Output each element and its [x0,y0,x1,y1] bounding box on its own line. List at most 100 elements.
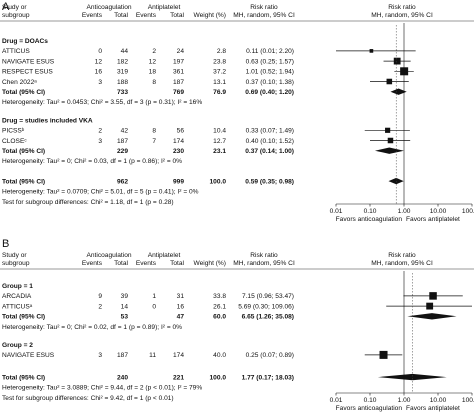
header-plot-method: MH, random, 95% CI [371,12,433,19]
header-plot-method: MH, random, 95% CI [371,260,433,267]
study-events-2: 2 [152,48,156,55]
study-weight: 40.0 [213,352,226,359]
total-ci-text: 0.59 (0.35; 0.98) [245,178,294,185]
study-events-1: 2 [98,128,102,135]
total-n-2: 221 [173,374,184,381]
study-events-1: 0 [98,48,102,55]
study-total-2: 187 [173,79,184,86]
total-n-2: 769 [173,89,184,96]
subgroup-test: Test for subgroup differences: Chi² = 1.… [2,199,174,206]
x-tick-label: 10.00 [430,208,447,215]
study-total-1: 187 [117,352,128,359]
header-total-1: Total [114,12,128,19]
study-total-2: 56 [177,128,185,135]
study-total-1: 42 [121,128,129,135]
total-label: Total (95% CI) [2,89,45,96]
favors-right-label: Favors antiplatelet [406,216,460,223]
study-ci-text: 7.15 (0.96; 53.47) [242,293,294,300]
study-point-square [379,350,388,359]
header-events-1: Events [82,260,103,267]
total-weight: 100.0 [209,374,226,381]
total-ci-text: 0.37 (0.14; 1.00) [245,148,294,155]
study-ci-text: 0.37 (0.10; 1.38) [246,79,294,86]
total-ci-text: 6.65 (1.26; 35.08) [242,314,294,321]
study-events-2: 12 [149,58,157,65]
header-group1: Anticoagulation [86,4,131,11]
study-weight: 2.8 [217,48,226,55]
total-n-2: 47 [177,314,185,321]
study-point-square [429,292,437,300]
study-total-2: 16 [177,303,185,310]
study-name: RESPECT ESUS [2,69,53,76]
subgroup-heterogeneity: Heterogeneity: Tau² = 0; Chi² = 0.02, df… [2,324,182,331]
total-weight: 100.0 [209,178,226,185]
study-ci-text: 0.11 (0.01; 2.20) [246,48,294,55]
total-n-2: 230 [173,148,184,155]
header-total-1: Total [114,260,128,267]
total-label: Total (95% CI) [2,178,45,185]
header-events-2: Events [136,12,157,19]
subgroup-test: Test for subgroup differences: Chi² = 9.… [2,395,174,402]
study-name: PICSSᵇ [2,128,25,135]
panel-label-A: A [2,1,10,13]
subgroup-title: Group = 2 [2,342,33,349]
study-point-square [385,127,391,133]
total-label: Total (95% CI) [2,374,45,381]
study-name: NAVIGATE ESUS [2,352,55,359]
total-weight: 76.9 [213,89,226,96]
study-total-1: 187 [117,138,128,145]
total-label: Total (95% CI) [2,314,45,321]
header-study: Study or [2,252,27,259]
header-group1: Anticoagulation [86,252,131,259]
favors-right-label: Favors antiplatelet [406,405,460,412]
total-diamond [374,147,404,154]
study-weight: 33.8 [213,293,226,300]
favors-left-label: Favors anticoagulation [336,216,403,223]
header-total-2: Total [170,12,184,19]
study-point-square [369,49,374,53]
header-weight: Weight (%) [194,260,227,267]
header-rr-method: MH, random, 95% CI [233,260,295,267]
header-study: Study or [2,4,27,11]
study-name: ARCADIA [2,293,32,300]
x-tick-label: 10.00 [430,397,447,404]
header-total-2: Total [170,260,184,267]
study-point-square [426,302,434,310]
study-total-2: 174 [173,138,184,145]
header-subgroup: subgroup [2,260,30,267]
study-total-1: 39 [121,293,129,300]
study-events-1: 2 [98,303,102,310]
total-n-1: 229 [117,148,128,155]
subgroup-title: Drug = DOACs [2,38,48,45]
x-tick-label: 1.00 [398,397,411,404]
total-diamond [377,373,447,381]
subgroup-heterogeneity: Heterogeneity: Tau² = 0; Chi² = 0.03, df… [2,158,182,165]
total-diamond [407,313,457,320]
total-weight: 60.0 [213,314,226,321]
study-ci-text: 0.33 (0.07; 1.49) [246,128,294,135]
x-tick-label: 100.00 [462,208,474,215]
total-n-1: 53 [121,314,129,321]
subgroup-title: Drug = studies included VKA [2,117,93,124]
x-tick-label: 0.10 [364,397,377,404]
overall-heterogeneity: Heterogeneity: Tau² = 0.0709; Chi² = 5.0… [2,189,199,196]
study-ci-text: 0.40 (0.10; 1.52) [246,138,294,145]
study-total-2: 197 [173,58,184,65]
x-tick-label: 1.00 [398,208,411,215]
header-weight: Weight (%) [194,12,227,19]
total-n-2: 999 [173,178,184,185]
favors-left-label: Favors anticoagulation [336,405,403,412]
header-rr: Risk ratio [250,252,278,259]
x-tick-label: 0.10 [364,208,377,215]
subgroup-title: Group = 1 [2,283,33,290]
study-name: Chen 2022ᵃ [2,79,37,86]
study-total-1: 14 [121,303,129,310]
header-subgroup: subgroup [2,12,30,19]
x-tick-label: 0.01 [330,397,343,404]
study-name: CLOSEᶜ [2,138,27,145]
study-total-2: 31 [177,293,185,300]
study-events-2: 1 [152,293,156,300]
study-events-2: 11 [149,352,156,359]
overall-heterogeneity: Heterogeneity: Tau² = 3.0889; Chi² = 9.4… [2,385,202,392]
